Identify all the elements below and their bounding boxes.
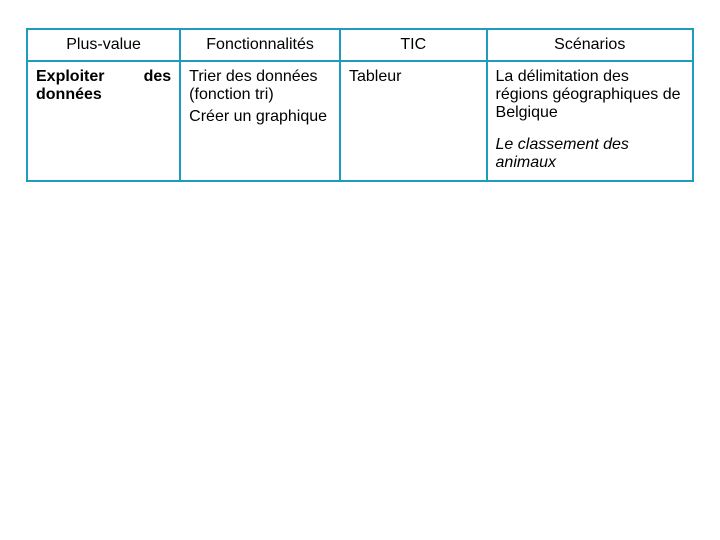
fonctionnalites-item-1: Trier des données (fonction tri) (189, 68, 331, 104)
cell-scenarios: La délimitation des régions géographique… (487, 61, 693, 181)
features-table: Plus-value Fonctionnalités TIC Scénarios… (26, 28, 694, 182)
col-header-fonctionnalites: Fonctionnalités (180, 29, 340, 61)
table-header-row: Plus-value Fonctionnalités TIC Scénarios (27, 29, 693, 61)
col-header-plus-value: Plus-value (27, 29, 180, 61)
col-header-scenarios: Scénarios (487, 29, 693, 61)
col-header-tic: TIC (340, 29, 487, 61)
fonctionnalites-item-2: Créer un graphique (189, 108, 331, 126)
scenario-item-2: Le classement des animaux (496, 136, 684, 172)
scenario-item-1: La délimitation des régions géographique… (496, 68, 684, 122)
cell-plus-value: Exploiter des données (27, 61, 180, 181)
cell-tic: Tableur (340, 61, 487, 181)
cell-fonctionnalites: Trier des données (fonction tri) Créer u… (180, 61, 340, 181)
table-row: Exploiter des données Trier des données … (27, 61, 693, 181)
